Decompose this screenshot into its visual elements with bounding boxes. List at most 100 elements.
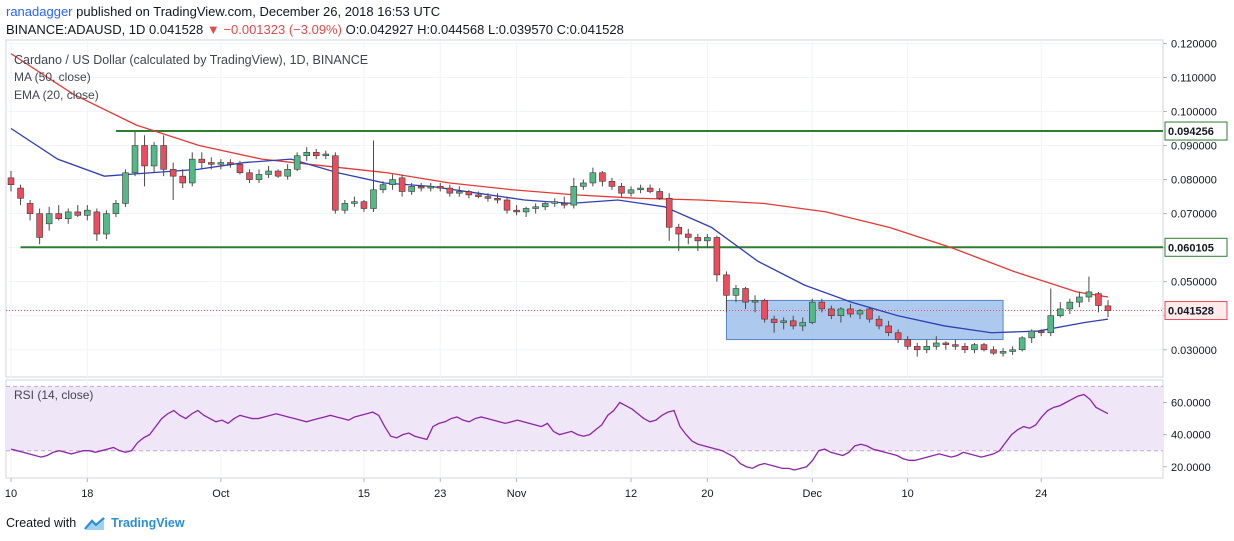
candle-body — [341, 203, 349, 211]
candle — [179, 169, 186, 189]
candle-body — [570, 186, 578, 206]
candle-body — [446, 187, 454, 194]
candle-body — [484, 196, 492, 199]
last-price-label: 0.041528 — [1168, 306, 1214, 318]
rsi-y-tick-label: 40.0000 — [1171, 430, 1211, 442]
candle-body — [885, 325, 892, 334]
candle — [751, 295, 759, 313]
candle — [780, 317, 787, 330]
tradingview-brand[interactable]: TradingView — [111, 516, 185, 530]
candle — [427, 182, 434, 192]
candle — [828, 305, 835, 320]
candle-body — [618, 186, 625, 194]
candle — [513, 205, 520, 216]
candle-body — [761, 300, 768, 320]
x-tick-label: 10 — [902, 488, 914, 500]
candle-body — [465, 191, 473, 196]
candle-body — [789, 320, 797, 327]
candle-body — [312, 152, 320, 157]
candle-body — [1009, 349, 1016, 352]
candle-body — [723, 274, 730, 296]
rsi-y-tick-label: 20.0000 — [1171, 462, 1211, 474]
candle-body — [1104, 305, 1112, 311]
candle — [131, 131, 139, 177]
candle-body — [904, 339, 911, 347]
candle — [236, 160, 244, 175]
candle — [169, 162, 177, 200]
candle — [704, 234, 711, 248]
ma-legend-label: MA (50, close) — [14, 70, 91, 84]
candle — [847, 303, 854, 318]
x-tick-label: 20 — [701, 488, 713, 500]
candle — [742, 286, 749, 309]
candle — [532, 203, 539, 214]
publisher-link[interactable]: ranadagger — [6, 4, 73, 19]
candle — [303, 147, 310, 161]
candle-body — [36, 213, 43, 238]
candle-body — [26, 203, 34, 214]
y-tick-label: 0.070000 — [1171, 209, 1217, 221]
candle — [312, 148, 320, 160]
y-tick-label: 0.120000 — [1171, 38, 1217, 50]
candle-body — [742, 288, 749, 303]
candle — [84, 205, 91, 221]
ema-legend-label: EMA (20, close) — [14, 88, 99, 102]
level-price-tag — [1164, 121, 1228, 141]
candle-body — [971, 344, 978, 351]
candle-body — [84, 209, 91, 216]
level-price-tag — [1164, 237, 1228, 257]
candle — [446, 184, 454, 197]
candle-body — [93, 211, 101, 235]
candle — [809, 298, 816, 325]
down-arrow-icon: ▼ — [206, 22, 220, 37]
candle-body — [599, 172, 606, 182]
created-with-text: Created with — [6, 516, 77, 530]
candle — [208, 157, 215, 170]
candle-body — [665, 197, 673, 228]
tradingview-logo-icon — [83, 516, 105, 530]
candle — [942, 341, 950, 350]
rsi-y-tick-label: 60.0000 — [1171, 397, 1211, 409]
candle-body — [913, 346, 921, 351]
candle — [589, 167, 597, 187]
candle-body — [45, 213, 53, 225]
candle-body — [608, 180, 616, 187]
candle — [1076, 291, 1083, 308]
candle-body — [1085, 291, 1093, 298]
candle — [1066, 298, 1074, 315]
candle-body — [847, 308, 854, 315]
published-text: published on TradingView.com, December 2… — [76, 4, 441, 19]
candle-body — [646, 187, 654, 192]
candle-body — [379, 184, 387, 191]
candle — [1009, 346, 1016, 355]
level-price-label: 0.060105 — [1168, 242, 1214, 254]
candle — [675, 223, 682, 252]
candle-body — [551, 201, 558, 204]
candle — [971, 342, 978, 354]
last-price-tag — [1164, 301, 1228, 321]
candle-body — [1057, 308, 1064, 317]
candle — [55, 205, 62, 221]
candle-body — [866, 308, 873, 320]
candle-body — [990, 349, 997, 354]
candle — [274, 169, 282, 178]
candle — [1085, 276, 1093, 303]
candle — [541, 201, 549, 211]
candle — [646, 184, 654, 194]
candle — [875, 315, 883, 330]
candle-body — [704, 237, 711, 242]
candle — [608, 177, 616, 190]
candle — [188, 152, 196, 187]
candle-body — [217, 162, 225, 165]
candle — [866, 307, 873, 323]
candle-body — [303, 152, 310, 157]
change-text: −0.001323 (−3.09%) — [223, 22, 342, 37]
y-tick-label: 0.030000 — [1171, 345, 1217, 357]
candle — [627, 186, 635, 197]
candle-body — [942, 342, 950, 345]
candle — [913, 342, 921, 357]
candle-body — [923, 346, 931, 351]
candle-body — [780, 320, 787, 323]
candle-body — [809, 301, 816, 323]
